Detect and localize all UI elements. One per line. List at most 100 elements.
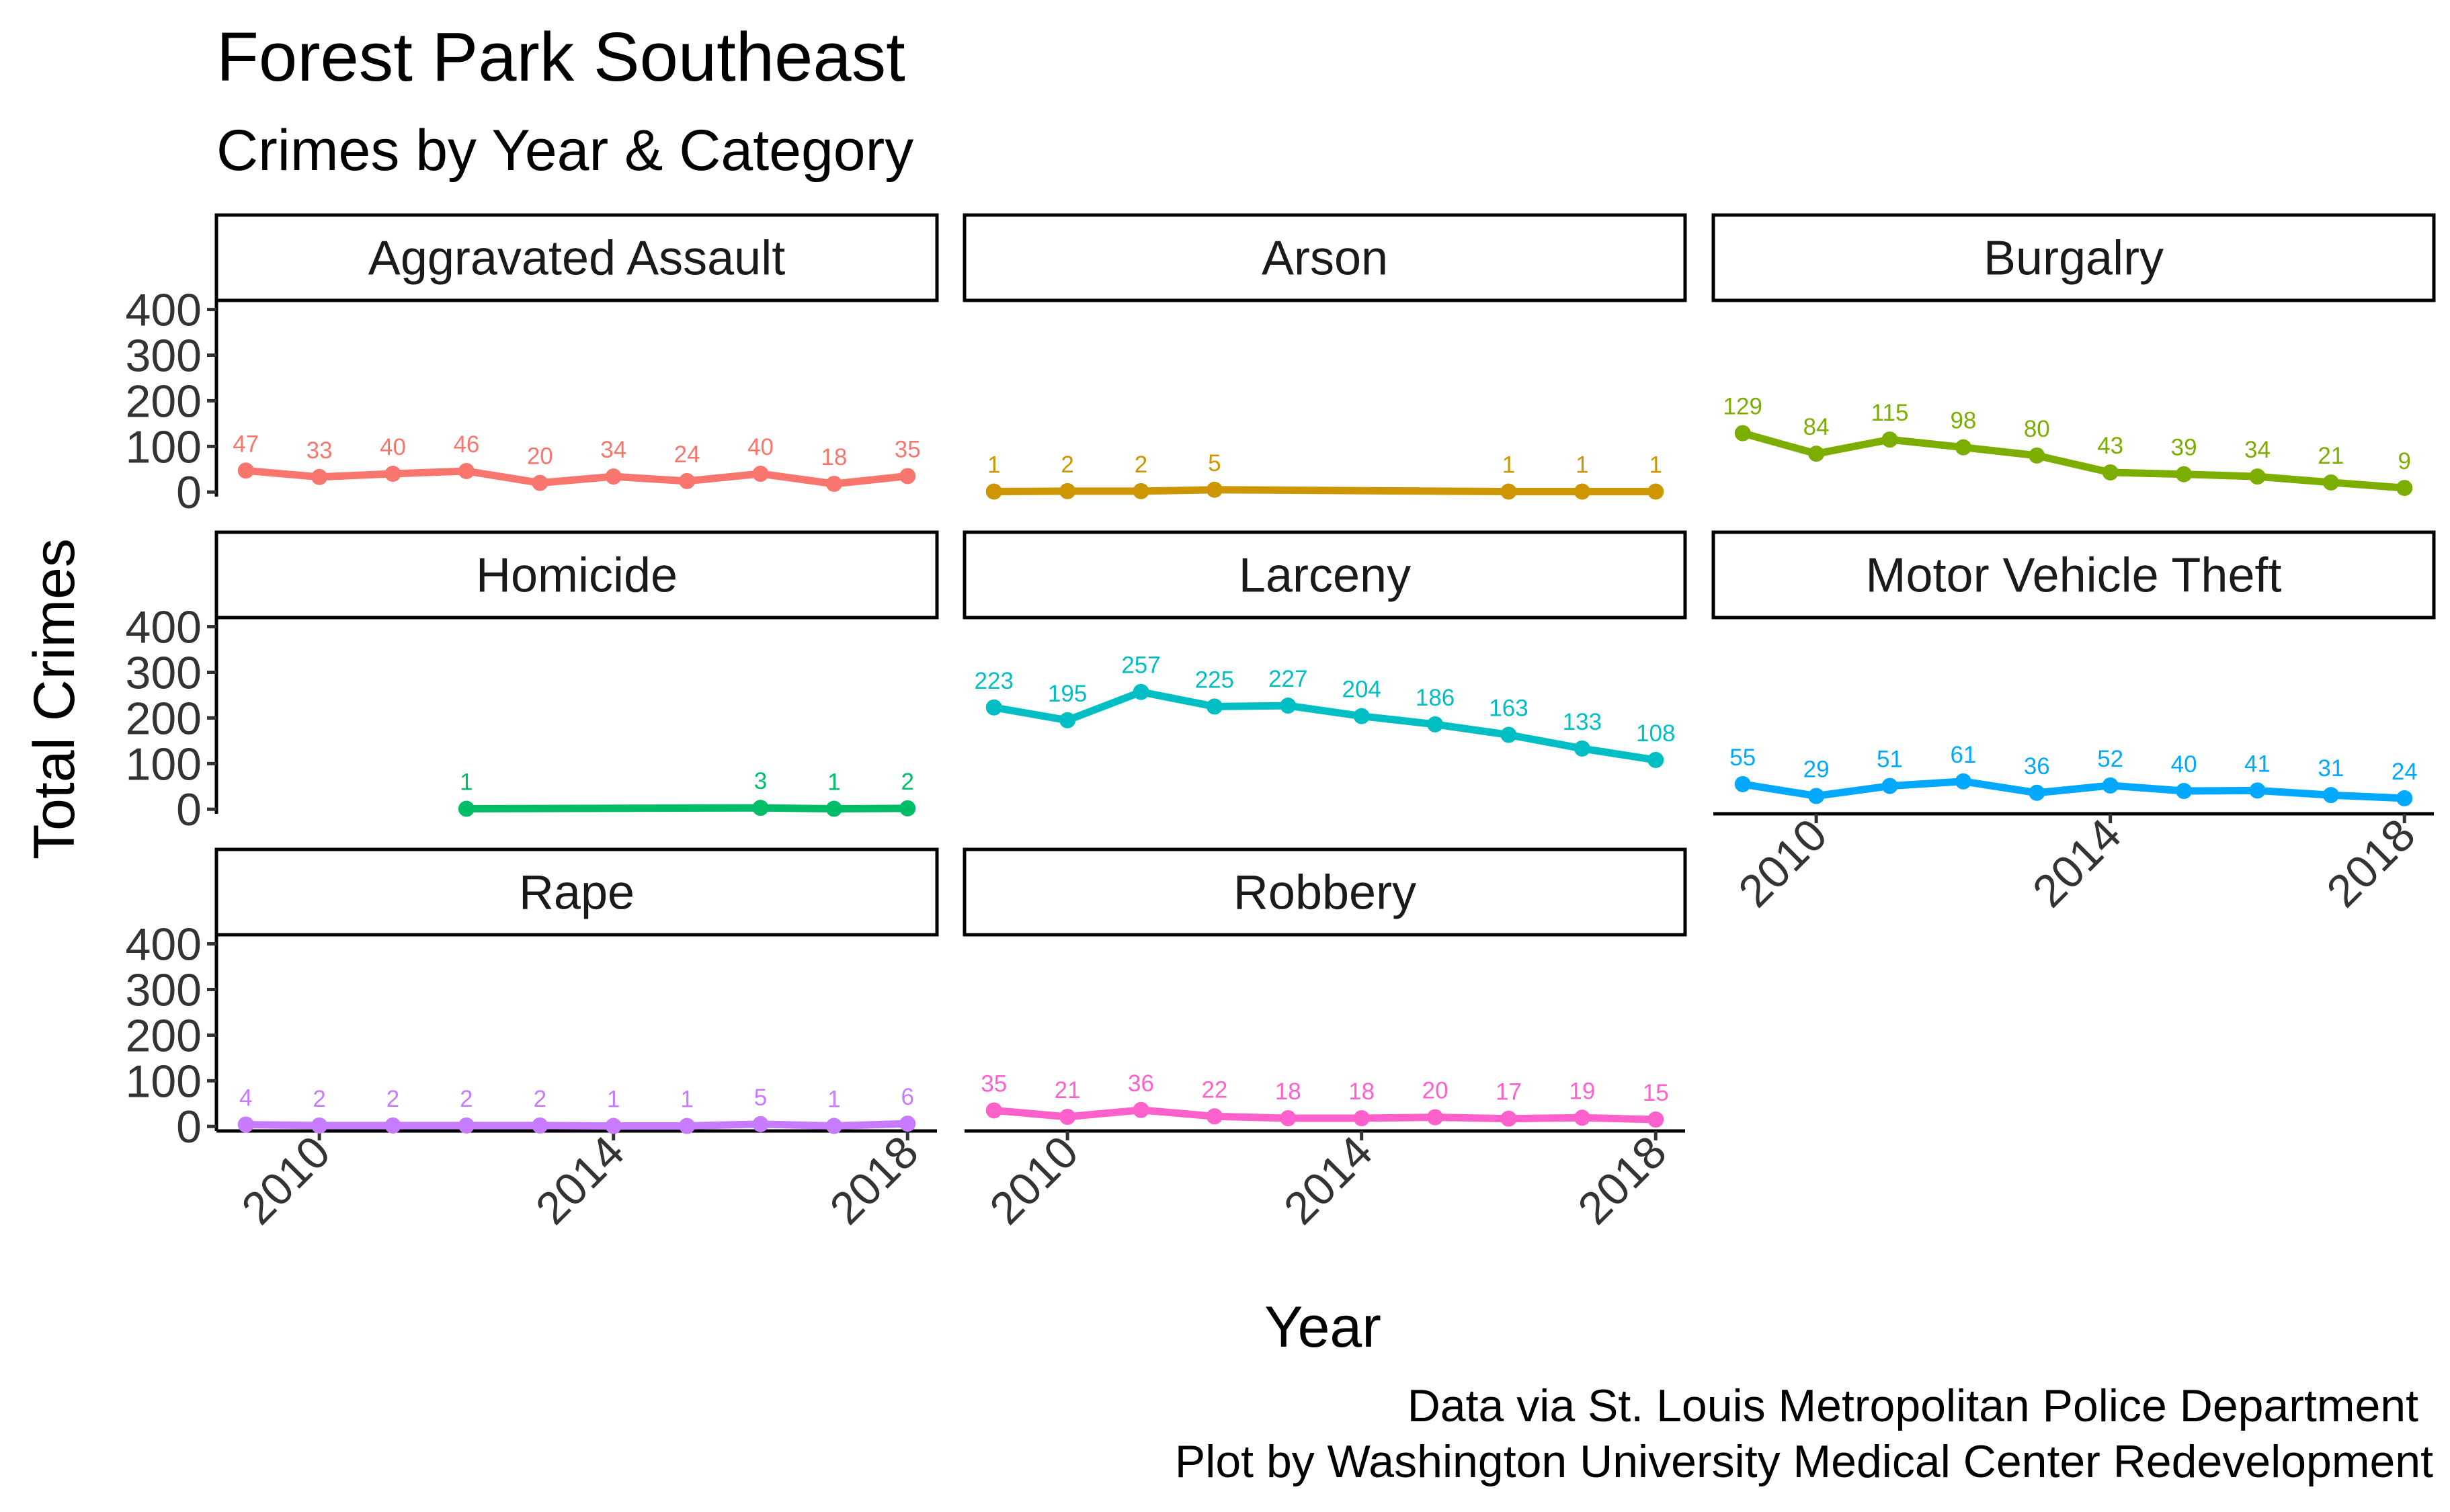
data-label-homicide: 2 xyxy=(901,769,914,795)
y-tick-label: 100 xyxy=(126,739,202,790)
data-point-motor-vehicle-theft xyxy=(2029,784,2045,801)
data-point-aggravated-assault xyxy=(605,468,622,485)
data-point-motor-vehicle-theft xyxy=(1808,788,1825,804)
data-point-aggravated-assault xyxy=(899,468,916,485)
data-point-larceny xyxy=(1647,751,1664,768)
data-point-robbery xyxy=(1574,1109,1590,1126)
data-label-aggravated-assault: 35 xyxy=(895,436,921,462)
data-label-motor-vehicle-theft: 40 xyxy=(2171,751,2197,778)
strip-arson xyxy=(963,213,1687,302)
data-label-rape: 2 xyxy=(460,1086,473,1112)
data-point-burgalry xyxy=(1808,446,1825,462)
data-point-burgalry xyxy=(2249,468,2266,485)
y-tick-label: 0 xyxy=(176,1101,202,1152)
data-label-larceny: 225 xyxy=(1195,667,1234,693)
data-label-rape: 1 xyxy=(827,1087,840,1113)
data-point-homicide xyxy=(825,800,842,817)
data-label-robbery: 19 xyxy=(1569,1078,1595,1104)
data-point-rape xyxy=(311,1117,328,1134)
data-label-motor-vehicle-theft: 36 xyxy=(2024,753,2050,780)
y-axis-title: Total Crimes xyxy=(22,538,87,859)
series-line-larceny xyxy=(990,688,1660,764)
data-point-rape xyxy=(458,1117,475,1134)
data-label-motor-vehicle-theft: 55 xyxy=(1729,745,1756,771)
data-label-burgalry: 34 xyxy=(2244,437,2271,463)
data-point-aggravated-assault xyxy=(384,466,401,482)
data-label-robbery: 17 xyxy=(1496,1079,1522,1105)
data-label-rape: 2 xyxy=(313,1086,325,1112)
y-tick-label: 100 xyxy=(126,421,202,472)
data-point-rape xyxy=(237,1116,254,1133)
y-tick-label: 300 xyxy=(126,647,202,698)
data-label-homicide: 1 xyxy=(827,769,840,796)
series-line-motor-vehicle-theft xyxy=(1739,778,2408,802)
y-tick-label: 400 xyxy=(126,919,202,970)
y-tick-label: 200 xyxy=(126,693,202,744)
strip-motor-vehicle-theft xyxy=(1711,530,2436,620)
strip-label-homicide: Homicide xyxy=(476,549,678,603)
data-label-robbery: 18 xyxy=(1275,1079,1301,1105)
data-label-arson: 5 xyxy=(1208,450,1221,476)
data-point-burgalry xyxy=(2029,447,2045,464)
data-label-motor-vehicle-theft: 61 xyxy=(1950,742,1976,768)
data-point-motor-vehicle-theft xyxy=(2102,777,2119,794)
series-line-rape xyxy=(242,1120,911,1130)
data-label-burgalry: 129 xyxy=(1723,394,1762,420)
data-label-arson: 1 xyxy=(987,452,1000,478)
data-point-burgalry xyxy=(2322,474,2339,491)
data-point-rape xyxy=(384,1117,401,1134)
data-point-motor-vehicle-theft xyxy=(2249,782,2266,799)
data-label-larceny: 204 xyxy=(1342,677,1381,703)
data-label-robbery: 21 xyxy=(1055,1077,1081,1103)
data-label-motor-vehicle-theft: 31 xyxy=(2318,755,2344,782)
panel-robbery: Robbery 2010 2014 2018 35 21 36 22 18 18 20 17 19 15 xyxy=(963,847,1687,1234)
series-line-robbery xyxy=(990,1106,1660,1124)
data-point-larceny xyxy=(1206,698,1223,715)
chart-title: Forest Park Southeast xyxy=(216,18,905,95)
data-label-larceny: 186 xyxy=(1416,685,1455,711)
data-point-rape xyxy=(752,1116,769,1132)
data-point-motor-vehicle-theft xyxy=(2396,790,2413,806)
data-point-arson xyxy=(1133,482,1149,499)
data-point-robbery xyxy=(1500,1110,1517,1127)
caption-line-1: Data via St. Louis Metropolitan Police D… xyxy=(1407,1380,2418,1431)
data-point-larceny xyxy=(1280,698,1297,714)
data-point-larceny xyxy=(1133,683,1149,700)
strip-label-arson: Arson xyxy=(1262,232,1388,286)
data-label-burgalry: 115 xyxy=(1871,400,1909,426)
data-label-aggravated-assault: 47 xyxy=(233,431,259,457)
data-point-robbery xyxy=(1133,1101,1149,1118)
data-point-motor-vehicle-theft xyxy=(1734,775,1751,792)
x-tick-label: 2014 xyxy=(526,1126,635,1234)
data-point-burgalry xyxy=(2102,464,2119,481)
data-label-motor-vehicle-theft: 24 xyxy=(2392,759,2418,785)
data-label-rape: 1 xyxy=(680,1087,693,1113)
panel-arson: Arson 1 2 2 5 1 1 1 xyxy=(963,213,1687,500)
data-point-burgalry xyxy=(2176,466,2193,482)
data-point-aggravated-assault xyxy=(825,475,842,492)
data-point-larceny xyxy=(985,699,1002,716)
data-label-aggravated-assault: 34 xyxy=(600,437,626,463)
data-point-robbery xyxy=(1206,1108,1223,1125)
data-label-burgalry: 9 xyxy=(2398,448,2411,474)
data-label-motor-vehicle-theft: 52 xyxy=(2097,746,2123,772)
data-point-larceny xyxy=(1353,708,1370,724)
data-label-burgalry: 43 xyxy=(2097,433,2123,459)
y-tick-label: 300 xyxy=(126,330,202,381)
data-point-homicide xyxy=(899,800,916,816)
data-label-robbery: 36 xyxy=(1128,1070,1154,1097)
data-point-larceny xyxy=(1500,726,1517,743)
y-tick-label: 400 xyxy=(126,285,202,336)
data-label-arson: 2 xyxy=(1061,452,1073,478)
data-point-robbery xyxy=(1353,1109,1370,1126)
series-line-burgalry xyxy=(1739,429,2408,492)
y-tick-label: 200 xyxy=(126,376,202,427)
y-tick-label: 400 xyxy=(126,602,202,653)
x-axis-title: Year xyxy=(1264,1295,1381,1359)
data-label-larceny: 163 xyxy=(1489,696,1528,722)
data-label-motor-vehicle-theft: 41 xyxy=(2244,751,2271,777)
data-label-rape: 6 xyxy=(901,1084,914,1110)
data-point-burgalry xyxy=(2396,480,2413,497)
data-point-homicide xyxy=(752,800,769,816)
